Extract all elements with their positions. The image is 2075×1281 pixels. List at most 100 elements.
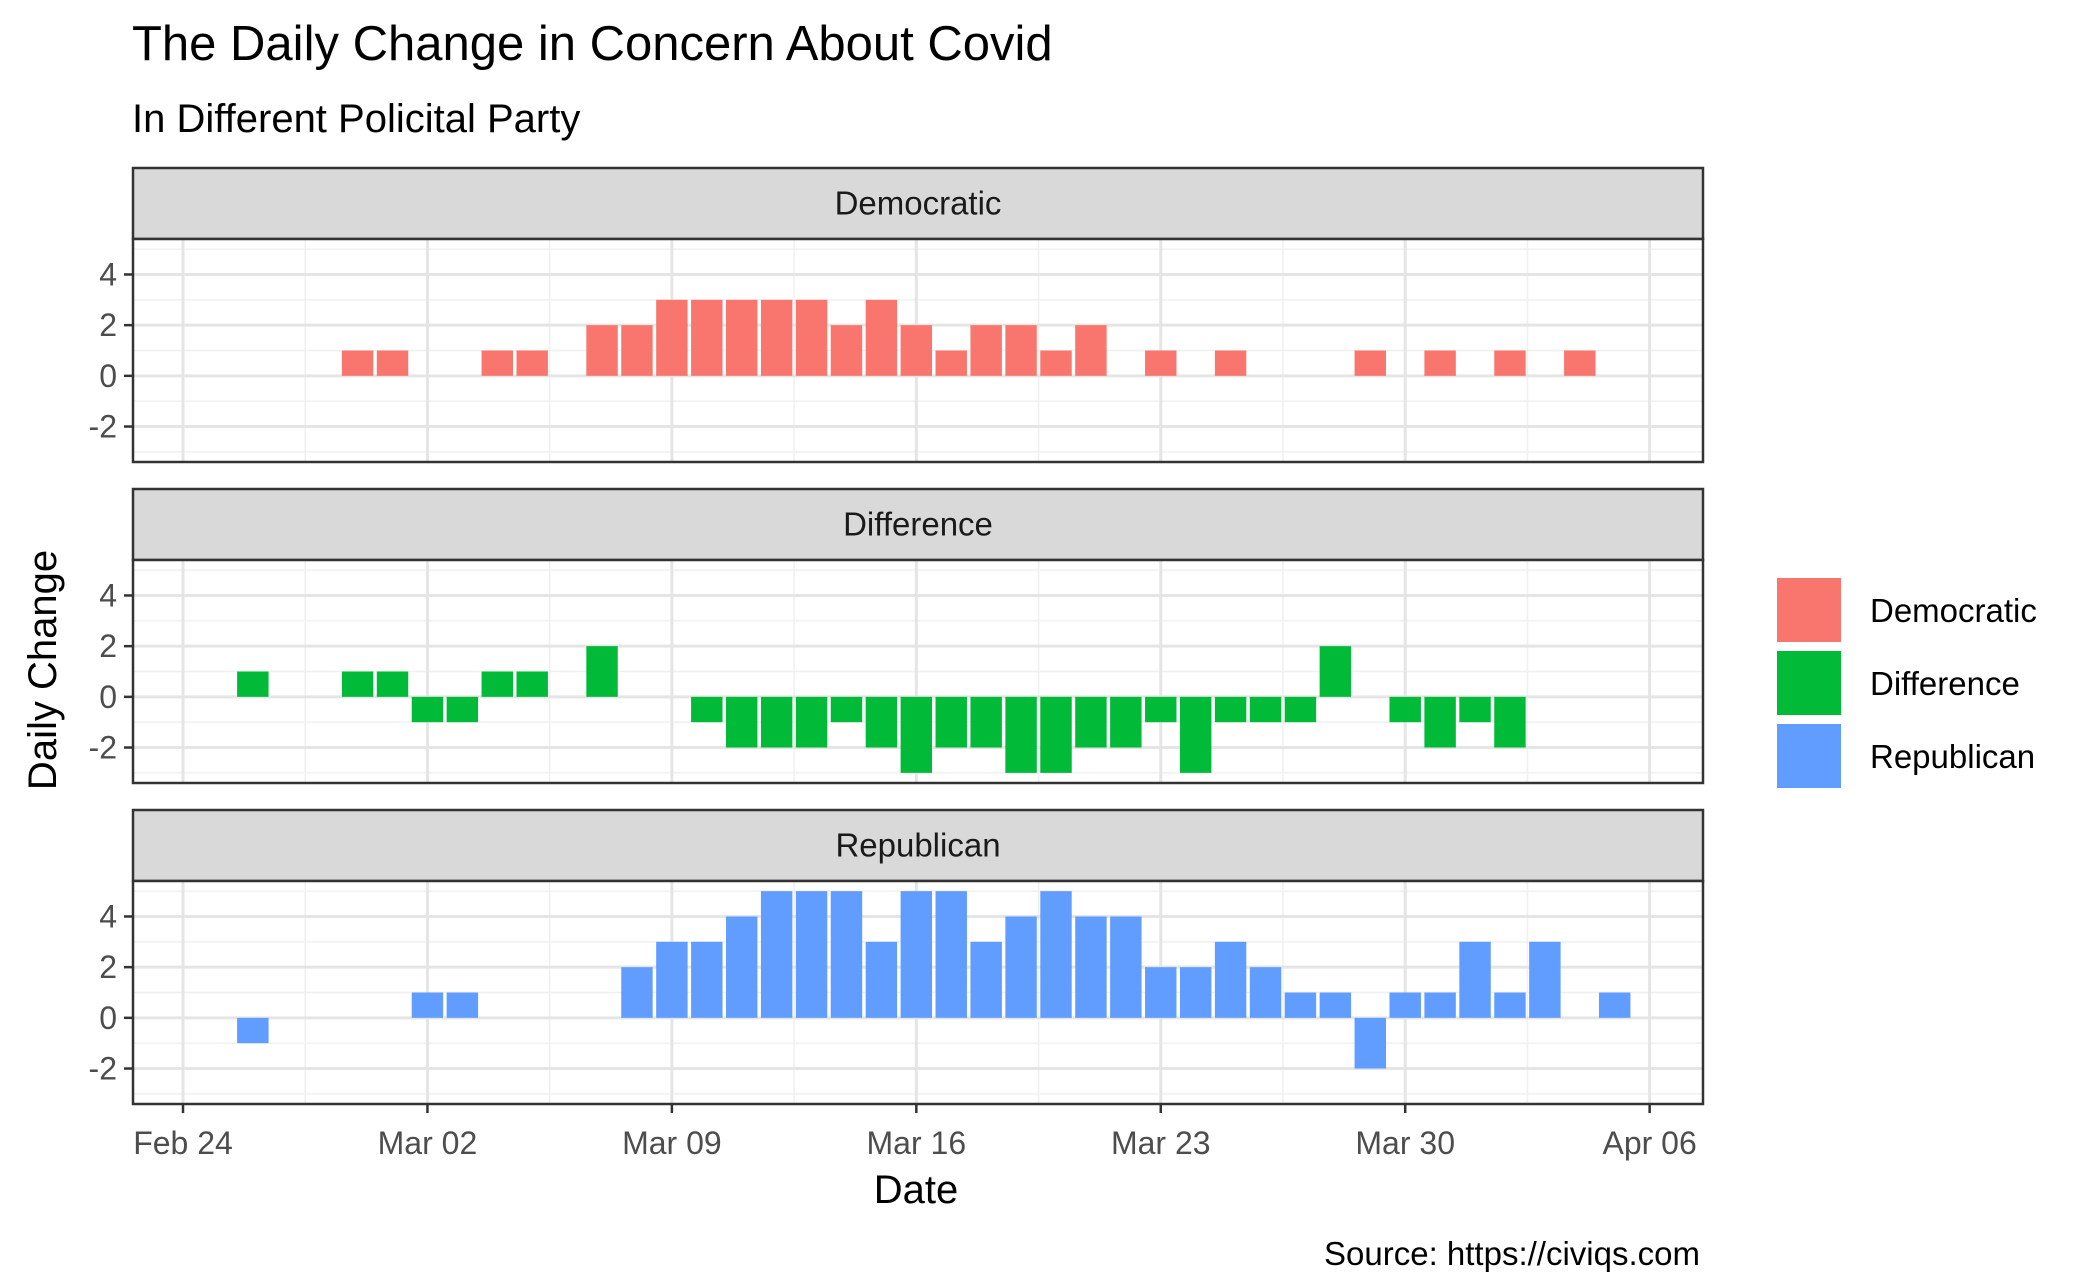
bar [446, 992, 479, 1018]
bar [1005, 696, 1037, 773]
x-tick-label: Apr 06 [1602, 1125, 1696, 1161]
bar [1494, 992, 1526, 1018]
bar [1040, 350, 1072, 376]
bar [900, 696, 933, 773]
bar [341, 350, 374, 376]
x-tick-label: Mar 30 [1355, 1125, 1455, 1161]
bar [970, 941, 1002, 1018]
bar [795, 696, 828, 748]
bar [1075, 325, 1107, 376]
bar [1354, 1017, 1386, 1069]
legend-swatch [1777, 724, 1841, 788]
bar [1354, 350, 1386, 376]
bar [1459, 941, 1491, 1018]
bar [865, 696, 898, 748]
bar [586, 325, 618, 376]
x-tick-label: Mar 09 [622, 1125, 722, 1161]
y-tick-label: 4 [99, 256, 117, 292]
bar [935, 891, 967, 1018]
bar [237, 1017, 269, 1044]
bar [1529, 941, 1561, 1018]
y-tick-label: 0 [99, 1000, 117, 1036]
legend-label: Democratic [1870, 592, 2037, 629]
x-tick-label: Mar 02 [378, 1125, 478, 1161]
bar [865, 299, 898, 376]
bar [1145, 696, 1177, 723]
bar [691, 696, 723, 723]
bar [1459, 696, 1491, 723]
bar [1424, 350, 1456, 376]
bar [1319, 992, 1352, 1018]
y-tick-label: 2 [99, 949, 117, 985]
bar [1389, 696, 1421, 723]
bar [970, 325, 1002, 376]
bar [760, 891, 793, 1018]
facet-strip-label: Republican [835, 827, 1000, 864]
y-tick-label: 0 [99, 679, 117, 715]
bar [795, 299, 828, 376]
bar [691, 941, 723, 1018]
chart-subtitle: In Different Policital Party [132, 97, 580, 141]
bar [1179, 696, 1212, 773]
facet-strip-label: Difference [843, 506, 993, 543]
bar [1040, 696, 1072, 773]
x-tick-label: Mar 16 [867, 1125, 967, 1161]
facet-panel-republican: Republican -2 0 2 4 [89, 808, 1705, 1106]
bar [1110, 696, 1142, 748]
y-tick-label: 2 [99, 307, 117, 343]
bar [726, 696, 758, 748]
bar [1005, 325, 1037, 376]
x-tick-label: Feb 24 [133, 1125, 233, 1161]
bar [1249, 696, 1282, 723]
bar [830, 325, 863, 376]
facet-panel-difference: Difference -2 0 2 4 [89, 487, 1705, 785]
y-axis-title: Daily Change [21, 550, 65, 790]
bar [656, 299, 688, 376]
bar [446, 696, 479, 723]
y-tick-label: 0 [99, 358, 117, 394]
bar [691, 299, 723, 376]
bar [726, 916, 758, 1018]
bar [1249, 967, 1282, 1018]
bar [481, 350, 513, 376]
x-tick-label: Mar 23 [1111, 1125, 1211, 1161]
bar [237, 671, 269, 697]
panel-border [131, 558, 1705, 785]
bar [935, 350, 967, 376]
bar [726, 299, 758, 376]
y-tick-label: -2 [89, 1051, 117, 1087]
bar [1389, 992, 1421, 1018]
panel-border [131, 237, 1705, 464]
bar [621, 967, 653, 1018]
bar [795, 891, 828, 1018]
x-axis: Feb 24 Mar 02 Mar 09 Mar 16 Mar 23 Mar 30 Apr … [133, 1104, 1697, 1161]
bar [341, 671, 374, 697]
bar [621, 325, 653, 376]
bar [586, 646, 618, 697]
bar [900, 891, 933, 1018]
bar [1145, 967, 1177, 1018]
bar [760, 299, 793, 376]
legend-label: Republican [1870, 738, 2035, 775]
y-tick-label: 4 [99, 577, 117, 613]
bar [1494, 350, 1526, 376]
bar [970, 696, 1002, 748]
bar [1494, 696, 1526, 748]
bar [1214, 350, 1247, 376]
bar [1284, 992, 1317, 1018]
y-tick-label: -2 [89, 409, 117, 445]
bar [1005, 916, 1037, 1018]
legend: Democratic Difference Republican [1775, 576, 2037, 790]
bar [1424, 992, 1456, 1018]
bar [1179, 967, 1212, 1018]
y-tick-label: 4 [99, 898, 117, 934]
facet-strip-label: Democratic [835, 185, 1002, 222]
bar [935, 696, 967, 748]
x-axis-title: Date [874, 1168, 959, 1212]
bar [1214, 941, 1247, 1018]
bar [865, 941, 898, 1018]
y-tick-label: -2 [89, 730, 117, 766]
bar [900, 325, 933, 376]
bar [1599, 992, 1631, 1018]
